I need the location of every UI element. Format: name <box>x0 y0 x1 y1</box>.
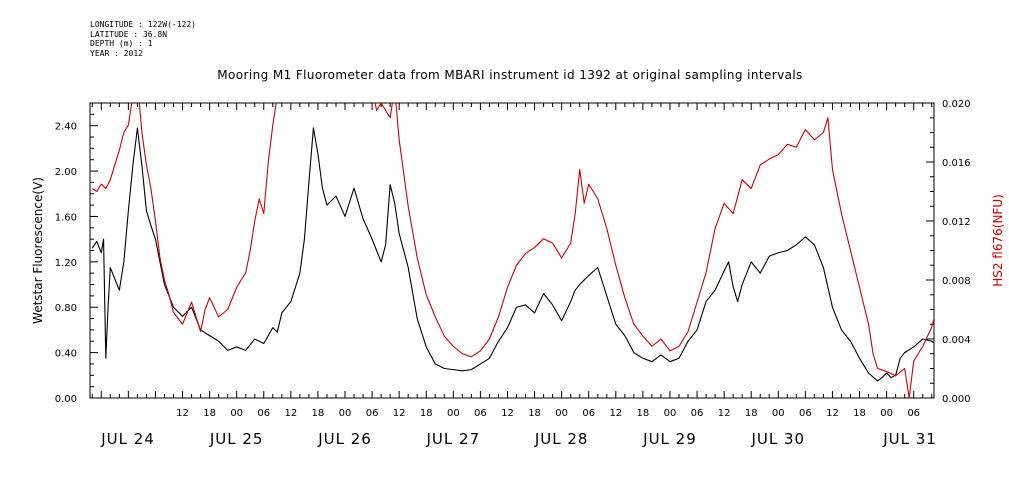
x-hour-label: 18 <box>312 408 325 419</box>
x-hour-label: 18 <box>853 408 866 419</box>
y-tick-label-right: 0.008 <box>942 276 971 287</box>
x-hour-label: 00 <box>230 408 243 419</box>
meta-depth: DEPTH (m) : 1 <box>90 39 153 48</box>
y-tick-label-left: 0.40 <box>55 349 77 360</box>
series-line-hs2-fl676 <box>91 103 934 398</box>
x-hour-label: 06 <box>257 408 270 419</box>
x-day-label: JUL 28 <box>534 430 589 448</box>
x-hour-label: 12 <box>718 408 731 419</box>
x-hour-label: 12 <box>176 408 189 419</box>
x-day-label: JUL 24 <box>100 430 155 448</box>
x-day-label: JUL 31 <box>882 430 937 448</box>
x-hour-label: 06 <box>907 408 920 419</box>
x-hour-label: 00 <box>772 408 785 419</box>
metadata-block: LONGITUDE : 122W(-122) LATITUDE : 36.8N … <box>90 20 196 58</box>
y-tick-label-left: 1.60 <box>55 212 77 223</box>
x-hour-label: 06 <box>474 408 487 419</box>
x-hour-label: 12 <box>826 408 839 419</box>
x-hour-label: 00 <box>880 408 893 419</box>
x-hour-label: 18 <box>203 408 216 419</box>
x-day-label: JUL 29 <box>642 430 697 448</box>
x-hour-label: 06 <box>691 408 704 419</box>
y-tick-label-right: 0.020 <box>942 99 971 110</box>
x-day-label: JUL 26 <box>317 430 372 448</box>
y-tick-label-left: 0.00 <box>55 394 77 405</box>
x-hour-label: 00 <box>339 408 352 419</box>
y-axis-title-right: HS2 fl676(NFU) <box>991 194 1005 287</box>
x-hour-label: 18 <box>420 408 433 419</box>
y-axis-title-left: Wetstar Fluorescence(V) <box>31 177 45 324</box>
series-line-wetstar-fluorescence <box>91 127 934 382</box>
x-day-label: JUL 25 <box>209 430 264 448</box>
x-hour-label: 00 <box>447 408 460 419</box>
x-day-label: JUL 27 <box>426 430 481 448</box>
meta-year: YEAR : 2012 <box>90 48 143 58</box>
x-hour-label: 00 <box>664 408 677 419</box>
x-hour-label: 06 <box>582 408 595 419</box>
x-hour-label: 12 <box>501 408 514 419</box>
y-tick-label-right: 0.012 <box>942 217 971 228</box>
y-tick-label-left: 2.40 <box>55 122 77 133</box>
y-tick-label-right: 0.000 <box>942 394 971 405</box>
x-day-label: JUL 30 <box>750 430 805 448</box>
meta-latitude: LATITUDE : 36.8N <box>90 29 168 39</box>
y-tick-label-left: 0.80 <box>55 303 77 314</box>
y-tick-label-left: 1.20 <box>55 258 77 269</box>
meta-longitude: LONGITUDE : 122W(-122) <box>90 20 196 29</box>
x-hour-label: 18 <box>637 408 650 419</box>
chart-title: Mooring M1 Fluorometer data from MBARI i… <box>217 68 803 82</box>
y-tick-label-right: 0.004 <box>942 335 971 346</box>
x-hour-label: 06 <box>799 408 812 419</box>
x-hour-label: 06 <box>366 408 379 419</box>
y-tick-label-left: 2.00 <box>55 167 77 178</box>
x-hour-label: 12 <box>284 408 297 419</box>
y-tick-label-right: 0.016 <box>942 158 971 169</box>
x-hour-label: 12 <box>393 408 406 419</box>
x-hour-label: 12 <box>609 408 622 419</box>
plot-frame <box>89 102 935 399</box>
x-hour-label: 00 <box>555 408 568 419</box>
x-hour-label: 18 <box>528 408 541 419</box>
x-hour-label: 18 <box>745 408 758 419</box>
